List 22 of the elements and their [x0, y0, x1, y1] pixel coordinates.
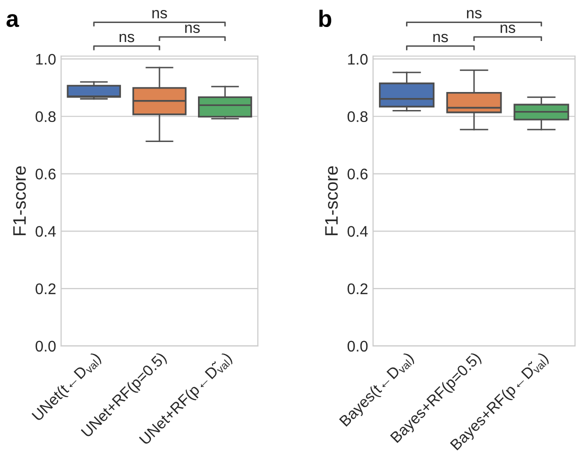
y-tick-label: 0.2 — [36, 283, 56, 294]
text: ns — [185, 24, 200, 34]
y-tick-label: 0.8 — [348, 111, 368, 122]
y-tick-label: 1.0 — [36, 54, 56, 65]
y-axis-title: F1-score — [325, 166, 338, 236]
text: ns — [500, 24, 516, 34]
chart-title: b — [319, 10, 332, 28]
chart-title: a — [6, 14, 20, 28]
y-axis-title: F1-score — [13, 166, 26, 236]
text: ns — [466, 10, 482, 18]
text: ns — [120, 34, 134, 42]
y-tick-label: 0.6 — [36, 168, 56, 180]
y-tick-label: 0.0 — [36, 340, 56, 352]
y-tick-label: 0.4 — [36, 226, 56, 237]
y-tick-label: 0.8 — [36, 111, 56, 122]
text: ns — [152, 10, 167, 18]
y-tick-label: 0.2 — [348, 283, 368, 294]
y-tick-label: 0.0 — [348, 340, 368, 352]
y-tick-label: 0.4 — [348, 226, 368, 237]
y-tick-label: 1.0 — [348, 54, 368, 65]
y-tick-label: 0.6 — [348, 168, 368, 180]
text: ns — [433, 34, 448, 42]
